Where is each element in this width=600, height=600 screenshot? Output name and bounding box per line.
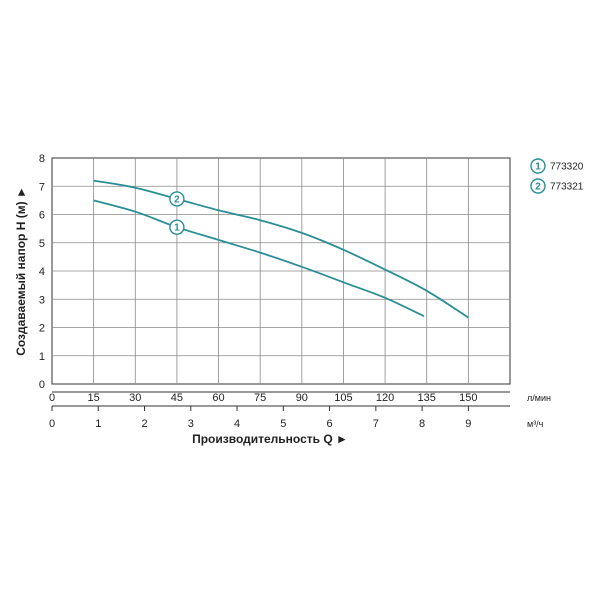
curve-1-point bbox=[93, 199, 95, 201]
x-lpm-tick-label: 45 bbox=[171, 392, 183, 404]
curve-line-2 bbox=[93, 179, 469, 319]
x-m3h-tick-label: 0 bbox=[49, 418, 55, 430]
y-tick-label: 5 bbox=[39, 238, 45, 250]
curve-1-point bbox=[218, 239, 220, 241]
curve-1-point bbox=[343, 281, 345, 283]
grid bbox=[51, 157, 511, 385]
x-lpm-tick-label: 0 bbox=[49, 392, 55, 404]
x-m3h-tick-label: 3 bbox=[188, 418, 194, 430]
x-lpm-tick-label: 15 bbox=[88, 392, 100, 404]
x-lpm-tick-label: 105 bbox=[334, 392, 352, 404]
curve-2-point bbox=[426, 290, 428, 292]
curve-1-point bbox=[423, 315, 425, 317]
y-tick-label: 4 bbox=[39, 266, 45, 278]
curve-2-point bbox=[218, 209, 220, 211]
y-tick-label: 6 bbox=[39, 210, 45, 222]
x-m3h-tick-label: 5 bbox=[280, 418, 286, 430]
x-axis-title: Производительность Q ► bbox=[192, 432, 348, 446]
legend-name-2: 773321 bbox=[550, 182, 584, 193]
legend-marker-label-1: 1 bbox=[535, 162, 541, 173]
y-tick-label: 3 bbox=[39, 294, 45, 306]
y-tick-label: 2 bbox=[39, 323, 45, 335]
curve-marker-label-2: 2 bbox=[174, 194, 180, 205]
x-m3h-tick-label: 8 bbox=[419, 418, 425, 430]
x-lpm-tick-label: 90 bbox=[296, 392, 308, 404]
x-lpm-tick-label: 120 bbox=[376, 392, 394, 404]
x-m3h-tick-label: 9 bbox=[465, 418, 471, 430]
curve-marker-2 bbox=[169, 191, 185, 207]
curve-line-1 bbox=[93, 199, 425, 318]
curve-2-point bbox=[259, 219, 261, 221]
x-lpm-tick-label: 150 bbox=[459, 392, 477, 404]
curve-marker-label-1: 1 bbox=[174, 223, 180, 234]
legend-marker-2 bbox=[530, 178, 546, 194]
curve-2-point bbox=[134, 187, 136, 189]
x-unit-lpm: л/мин bbox=[527, 393, 551, 403]
x-lpm-tick-label: 75 bbox=[254, 392, 266, 404]
y-tick-label: 0 bbox=[39, 379, 45, 391]
y-tick-label: 7 bbox=[39, 181, 45, 193]
x-m3h-tick-label: 6 bbox=[327, 418, 333, 430]
x-m3h-tick-label: 7 bbox=[373, 418, 379, 430]
x-m3h-tick-label: 1 bbox=[95, 418, 101, 430]
x-m3h-tick-label: 2 bbox=[141, 418, 147, 430]
curve-1-point bbox=[134, 211, 136, 213]
legend-marker-1 bbox=[530, 158, 546, 174]
legend-marker-label-2: 2 bbox=[535, 182, 541, 193]
curve-2-point bbox=[301, 232, 303, 234]
curve-2-point bbox=[93, 180, 95, 182]
curve-2-point bbox=[343, 249, 345, 251]
legend-name-1: 773320 bbox=[550, 162, 584, 173]
x-lpm-tick-label: 60 bbox=[212, 392, 224, 404]
curve-2-point bbox=[467, 317, 469, 319]
x-unit-m3h: м³/ч bbox=[527, 419, 544, 429]
x-lpm-tick-label: 30 bbox=[129, 392, 141, 404]
x-lpm-tick-label: 135 bbox=[418, 392, 436, 404]
y-axis-title: Создаваемый напор H (м) ► bbox=[14, 186, 28, 356]
y-tick-label: 8 bbox=[39, 153, 45, 165]
curve-1-point bbox=[259, 252, 261, 254]
curve-1-point bbox=[301, 266, 303, 268]
curves: 12 bbox=[93, 179, 469, 319]
y-tick-label: 1 bbox=[39, 351, 45, 363]
curve-2-point bbox=[384, 269, 386, 271]
curve-marker-1 bbox=[169, 219, 185, 235]
x-m3h-tick-label: 4 bbox=[234, 418, 240, 430]
legend: 1 773320 2 773321 bbox=[530, 158, 584, 194]
curve-1-point bbox=[384, 297, 386, 299]
